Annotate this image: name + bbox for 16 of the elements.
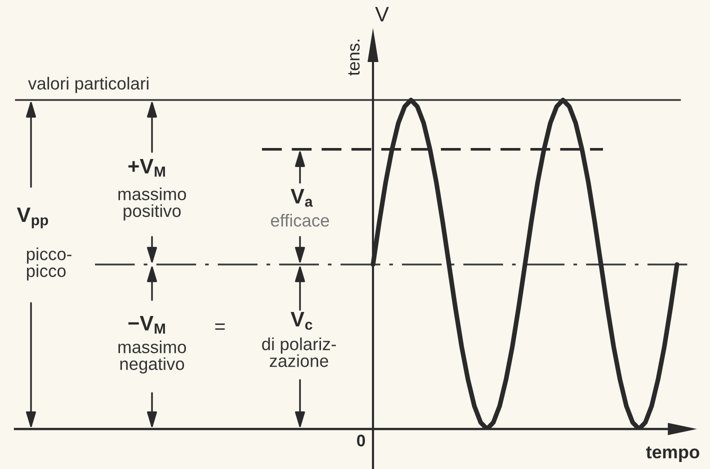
ref-line-label: valori particolari — [28, 76, 148, 94]
text: V$_{c}$ — [290, 312, 312, 330]
text: massimo positivo — [118, 188, 186, 220]
text: efficace — [270, 214, 329, 227]
text: 0 — [357, 434, 365, 446]
text: −V$_{M}$ — [128, 316, 165, 334]
text: +V$_{M}$ — [128, 159, 165, 177]
text: V$_{pp}$ — [16, 208, 48, 228]
text: V$_{a}$ — [290, 189, 313, 207]
text: V — [375, 7, 389, 22]
text: di polariz- zazione — [262, 338, 336, 368]
x-axis-title: tempo — [646, 446, 700, 462]
text: = — [215, 323, 225, 330]
text: picco- picco — [26, 248, 72, 280]
y-axis-title: tens. — [348, 40, 360, 76]
text: massimo negativo — [118, 340, 186, 374]
